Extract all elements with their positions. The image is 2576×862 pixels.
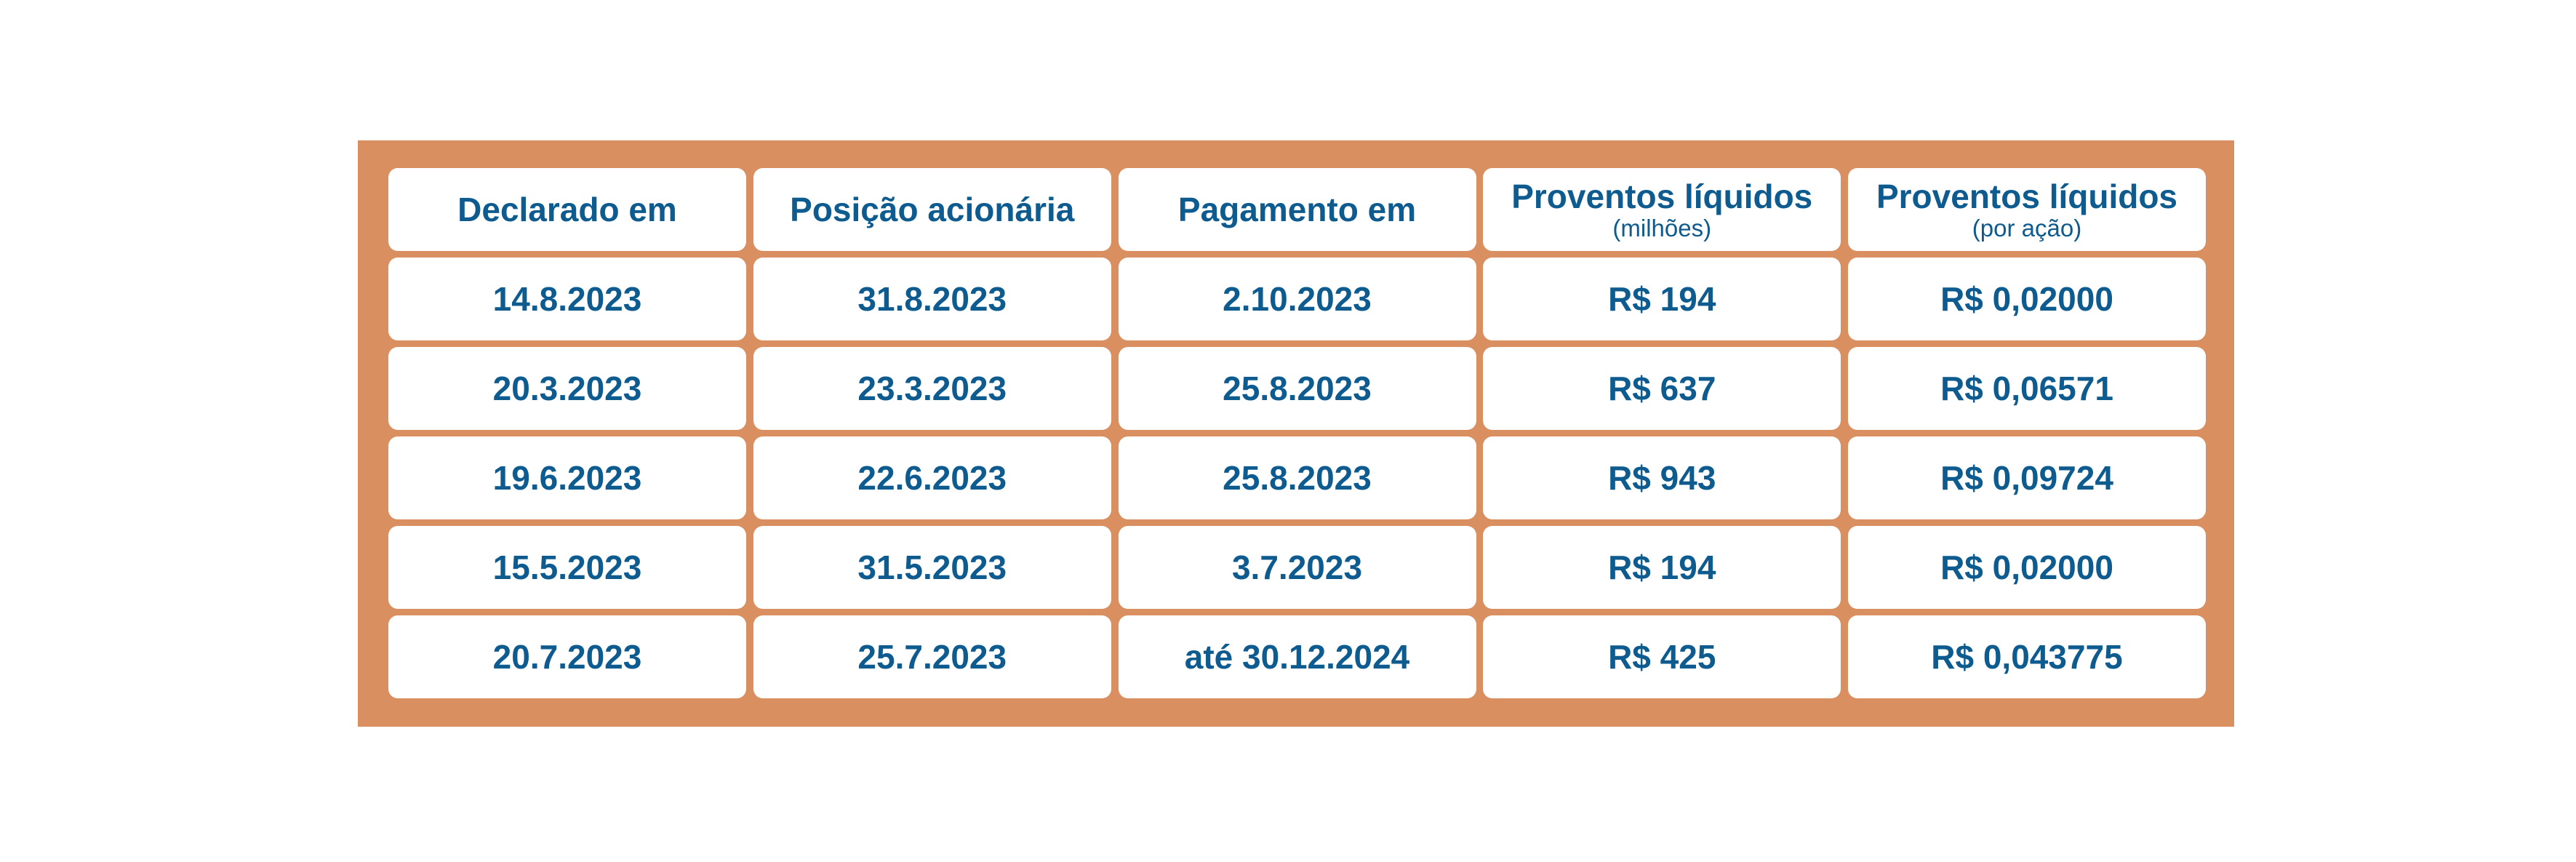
header-declared-on: Declarado em xyxy=(388,168,746,251)
header-label: Pagamento em xyxy=(1177,190,1417,228)
table-cell-declared: 14.8.2023 xyxy=(388,258,746,340)
table-cell-net-per-share: R$ 0,06571 xyxy=(1848,347,2206,430)
table-cell-declared: 19.6.2023 xyxy=(388,436,746,519)
table-cell-payment: 25.8.2023 xyxy=(1118,347,1476,430)
dividends-table: Declarado em Posição acionária Pagamento… xyxy=(388,168,2206,698)
table-cell-declared: 15.5.2023 xyxy=(388,526,746,609)
table-cell-payment: 25.8.2023 xyxy=(1118,436,1476,519)
table-cell-declared: 20.3.2023 xyxy=(388,347,746,430)
table-cell-net-per-share: R$ 0,02000 xyxy=(1848,258,2206,340)
table-cell-declared: 20.7.2023 xyxy=(388,615,746,698)
header-sublabel: (por ação) xyxy=(1972,214,2082,242)
header-label: Proventos líquidos xyxy=(1876,177,2178,216)
header-shareholding-position: Posição acionária xyxy=(753,168,1111,251)
table-cell-net-millions: R$ 943 xyxy=(1483,436,1841,519)
table-cell-position: 23.3.2023 xyxy=(753,347,1111,430)
table-cell-payment: 3.7.2023 xyxy=(1118,526,1476,609)
table-cell-position: 31.8.2023 xyxy=(753,258,1111,340)
table-cell-position: 22.6.2023 xyxy=(753,436,1111,519)
table-cell-net-millions: R$ 194 xyxy=(1483,258,1841,340)
table-cell-net-millions: R$ 637 xyxy=(1483,347,1841,430)
header-net-earnings-per-share: Proventos líquidos (por ação) xyxy=(1848,168,2206,251)
table-cell-net-millions: R$ 425 xyxy=(1483,615,1841,698)
header-label: Posição acionária xyxy=(790,190,1075,228)
table-cell-net-per-share: R$ 0,043775 xyxy=(1848,615,2206,698)
table-cell-position: 31.5.2023 xyxy=(753,526,1111,609)
table-cell-payment: 2.10.2023 xyxy=(1118,258,1476,340)
header-label: Declarado em xyxy=(457,190,677,228)
header-sublabel: (milhões) xyxy=(1612,214,1712,242)
table-cell-net-per-share: R$ 0,02000 xyxy=(1848,526,2206,609)
table-cell-net-millions: R$ 194 xyxy=(1483,526,1841,609)
table-cell-payment: até 30.12.2024 xyxy=(1118,615,1476,698)
table-cell-position: 25.7.2023 xyxy=(753,615,1111,698)
table-cell-net-per-share: R$ 0,09724 xyxy=(1848,436,2206,519)
header-payment-on: Pagamento em xyxy=(1118,168,1476,251)
header-label: Proventos líquidos xyxy=(1511,177,1813,216)
header-net-earnings-millions: Proventos líquidos (milhões) xyxy=(1483,168,1841,251)
dividends-table-frame: Declarado em Posição acionária Pagamento… xyxy=(358,140,2234,727)
